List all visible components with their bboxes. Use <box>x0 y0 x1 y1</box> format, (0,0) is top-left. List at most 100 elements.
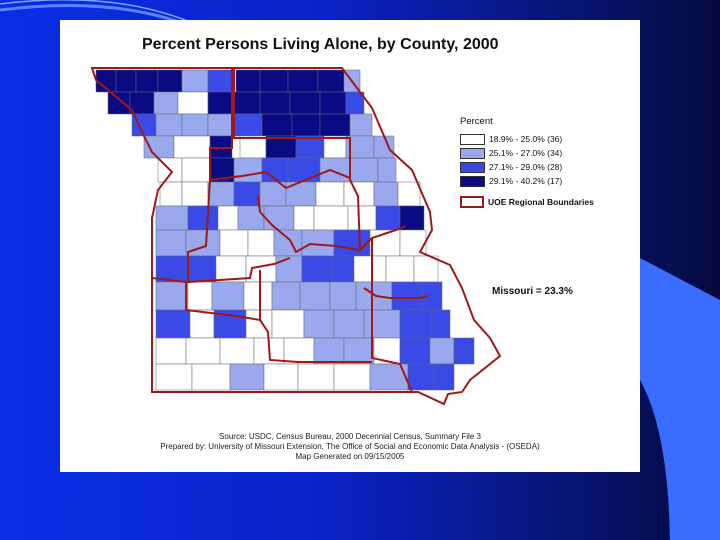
county <box>233 91 261 115</box>
county <box>207 69 233 93</box>
regional-boundaries <box>151 68 429 393</box>
legend-item: 29.1% - 40.2% (17) <box>460 174 594 188</box>
county <box>303 309 335 339</box>
county <box>181 113 209 137</box>
county <box>275 255 303 283</box>
legend-heading: Percent <box>460 116 493 127</box>
boundary-label: UOE Regional Boundaries <box>488 197 594 207</box>
county <box>155 255 187 283</box>
boundary-swatch <box>460 196 484 208</box>
county <box>135 69 159 93</box>
county <box>207 113 235 137</box>
county <box>155 337 187 365</box>
county <box>313 205 349 231</box>
county <box>347 205 377 231</box>
county <box>315 181 345 207</box>
legend-swatch <box>460 161 485 173</box>
county <box>271 281 301 311</box>
county <box>295 135 325 159</box>
county <box>413 255 439 283</box>
county <box>283 337 315 365</box>
legend-boundary-item: UOE Regional Boundaries <box>460 196 594 208</box>
county <box>233 113 263 137</box>
county <box>397 181 421 207</box>
county <box>391 281 423 311</box>
legend-label: 27.1% - 29.0% (28) <box>489 162 563 172</box>
county <box>319 157 351 183</box>
legend-item: 18.9% - 25.0% (36) <box>460 132 594 146</box>
county <box>129 91 155 115</box>
county <box>429 337 455 365</box>
county <box>433 363 455 391</box>
county <box>177 91 209 115</box>
county <box>243 281 273 311</box>
county <box>155 363 193 391</box>
county <box>377 157 397 183</box>
county <box>187 281 213 311</box>
generated-date-line: Map Generated on 09/15/2005 <box>295 452 405 461</box>
county <box>263 363 299 391</box>
legend-swatch <box>460 133 485 145</box>
county <box>291 113 321 137</box>
county <box>287 69 319 93</box>
legend-label: 18.9% - 25.0% (36) <box>489 134 563 144</box>
county <box>289 91 321 115</box>
county <box>407 363 435 391</box>
county <box>375 205 401 231</box>
county <box>323 135 347 159</box>
county <box>399 337 431 365</box>
county <box>187 205 219 231</box>
county <box>299 281 331 311</box>
county <box>319 113 351 137</box>
county <box>155 229 187 257</box>
county <box>293 205 315 231</box>
county <box>189 309 215 339</box>
county <box>115 69 137 93</box>
map-legend: Percent 18.9% - 25.0% (36) 25.1% - 27.0%… <box>460 116 594 208</box>
county <box>185 337 221 365</box>
county <box>353 255 387 283</box>
county <box>329 281 357 311</box>
county <box>107 91 131 115</box>
county <box>301 229 335 257</box>
county <box>155 281 189 311</box>
map-title: Percent Persons Living Alone, by County,… <box>142 36 499 53</box>
county <box>259 69 289 93</box>
county <box>181 181 209 207</box>
county <box>207 91 235 115</box>
legend-label: 29.1% - 40.2% (17) <box>489 176 563 186</box>
county <box>207 181 235 207</box>
prepared-by-line: Prepared by: University of Missouri Exte… <box>160 442 540 451</box>
county <box>349 113 373 137</box>
legend-swatch <box>460 147 485 159</box>
county <box>385 255 415 283</box>
county <box>343 337 375 365</box>
county <box>219 337 255 365</box>
county <box>373 135 395 159</box>
legend-item: 27.1% - 29.0% (28) <box>460 160 594 174</box>
county <box>233 157 263 183</box>
county <box>173 135 211 159</box>
county <box>349 157 379 183</box>
county <box>159 181 183 207</box>
county <box>239 135 267 159</box>
county <box>355 281 393 311</box>
county <box>333 309 365 339</box>
county <box>185 255 217 283</box>
legend-swatch <box>460 175 485 187</box>
county <box>157 69 183 93</box>
county <box>217 205 239 231</box>
county <box>271 309 305 339</box>
source-note: Source: USDC, Census Bureau, 2000 Decenn… <box>130 432 570 462</box>
county <box>185 229 221 257</box>
county <box>259 181 287 207</box>
county <box>333 229 371 257</box>
county <box>313 337 345 365</box>
county <box>191 363 231 391</box>
county <box>181 69 209 93</box>
county <box>331 255 355 283</box>
source-line: Source: USDC, Census Bureau, 2000 Decenn… <box>219 432 481 441</box>
county <box>247 229 275 257</box>
county <box>211 281 245 311</box>
county <box>297 363 335 391</box>
